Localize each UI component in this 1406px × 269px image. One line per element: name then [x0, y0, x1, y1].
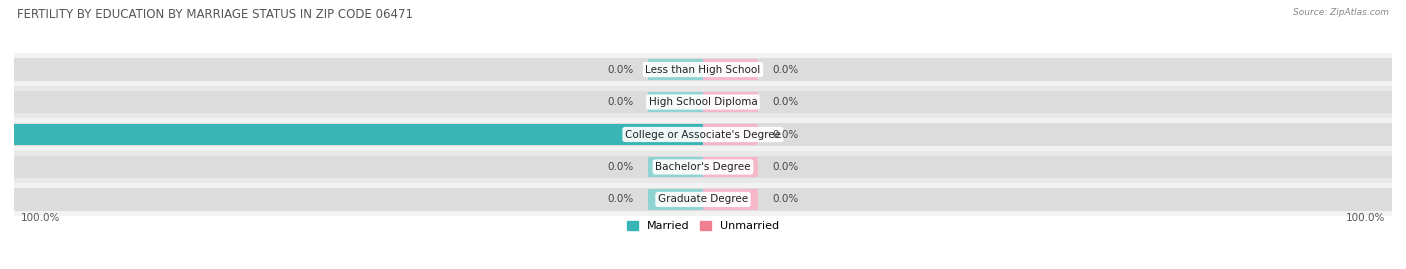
Bar — [648, 189, 703, 210]
Text: 100.0%: 100.0% — [21, 213, 60, 223]
Bar — [14, 156, 1392, 178]
Text: 0.0%: 0.0% — [607, 65, 634, 75]
Text: 0.0%: 0.0% — [607, 162, 634, 172]
Bar — [648, 92, 703, 112]
Bar — [14, 125, 703, 144]
Text: 0.0%: 0.0% — [607, 97, 634, 107]
Text: Source: ZipAtlas.com: Source: ZipAtlas.com — [1294, 8, 1389, 17]
Bar — [703, 189, 758, 210]
Bar — [648, 59, 703, 80]
Bar — [14, 183, 1392, 216]
Text: 0.0%: 0.0% — [772, 194, 799, 204]
Bar — [14, 53, 1392, 86]
Text: Graduate Degree: Graduate Degree — [658, 194, 748, 204]
Bar — [703, 59, 758, 80]
Text: 0.0%: 0.0% — [772, 129, 799, 140]
Text: 0.0%: 0.0% — [772, 65, 799, 75]
Bar — [14, 118, 1392, 151]
Bar — [14, 58, 1392, 81]
Text: 0.0%: 0.0% — [607, 194, 634, 204]
Text: 0.0%: 0.0% — [772, 97, 799, 107]
Bar — [703, 157, 758, 177]
Bar — [14, 188, 1392, 211]
Text: College or Associate's Degree: College or Associate's Degree — [626, 129, 780, 140]
Text: FERTILITY BY EDUCATION BY MARRIAGE STATUS IN ZIP CODE 06471: FERTILITY BY EDUCATION BY MARRIAGE STATU… — [17, 8, 413, 21]
Text: Bachelor's Degree: Bachelor's Degree — [655, 162, 751, 172]
Bar — [14, 91, 1392, 113]
Bar — [14, 86, 1392, 118]
Bar — [648, 157, 703, 177]
Legend: Married, Unmarried: Married, Unmarried — [621, 217, 785, 236]
Text: 100.0%: 100.0% — [1346, 213, 1385, 223]
Bar — [703, 92, 758, 112]
Text: High School Diploma: High School Diploma — [648, 97, 758, 107]
Bar — [14, 123, 1392, 146]
Text: 0.0%: 0.0% — [772, 162, 799, 172]
Text: Less than High School: Less than High School — [645, 65, 761, 75]
Bar — [14, 151, 1392, 183]
Bar — [703, 125, 758, 144]
